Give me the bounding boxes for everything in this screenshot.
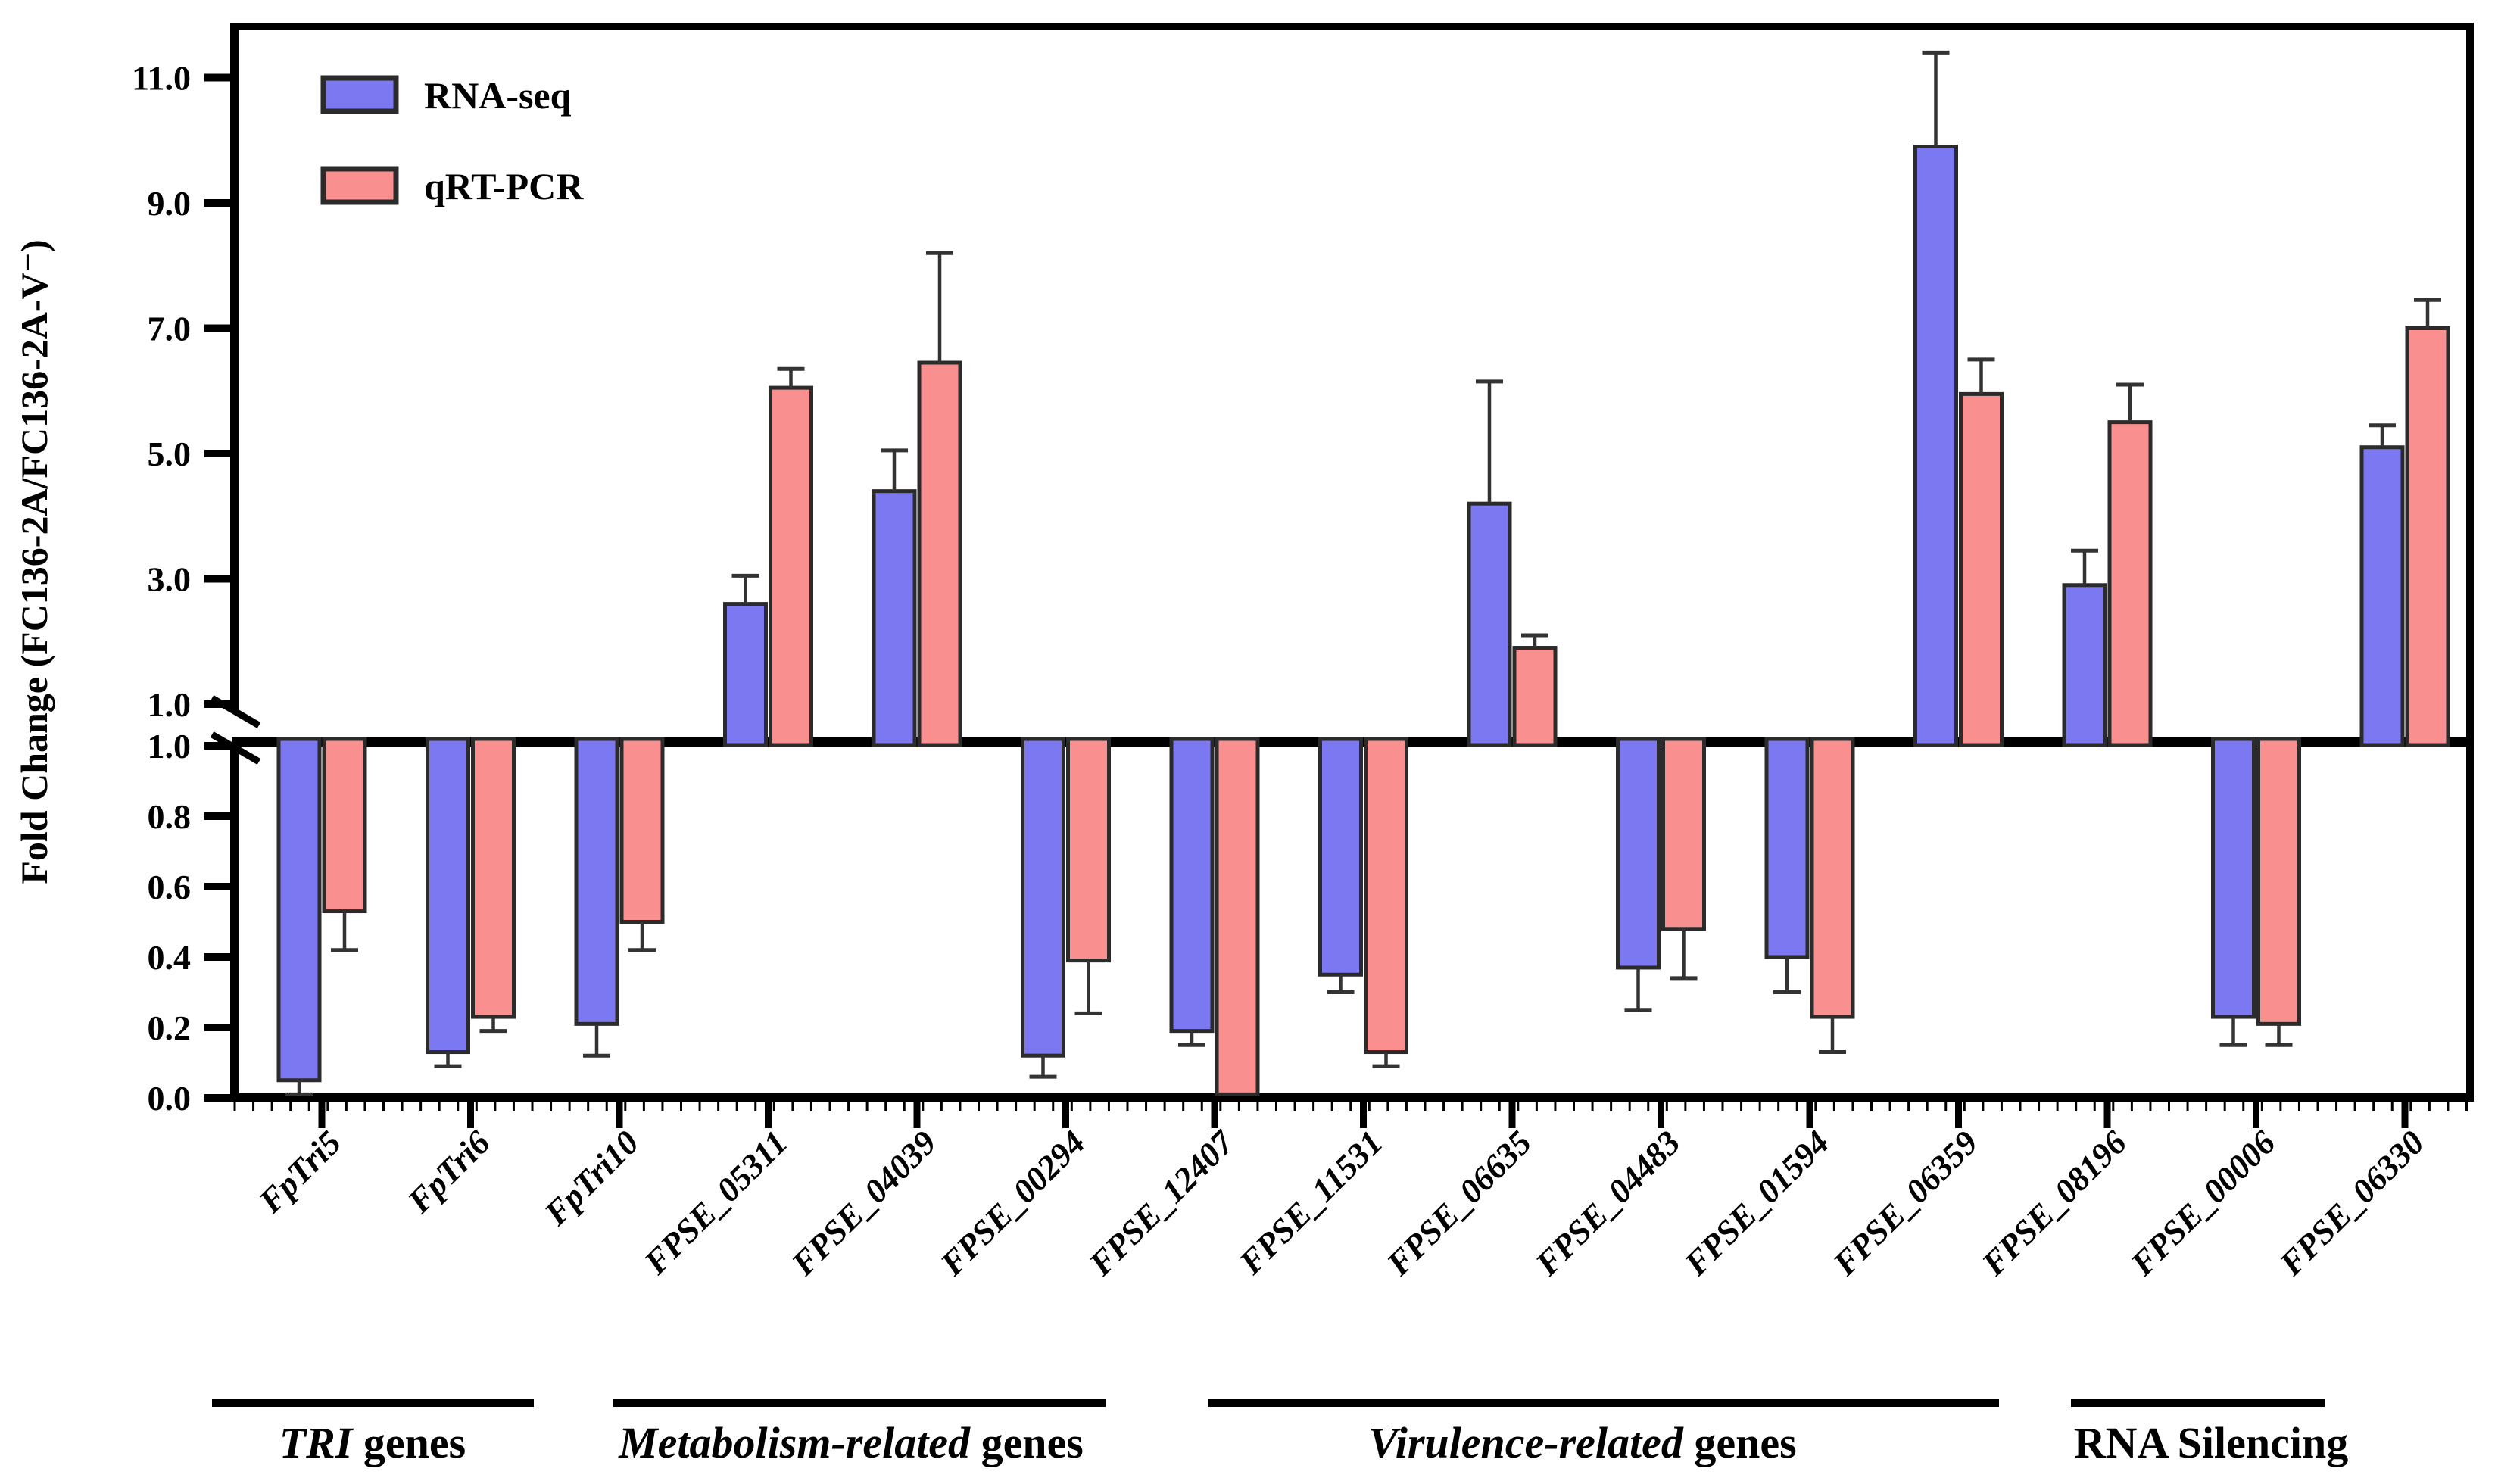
y-axis-tick-label: 7.0 [148,310,192,348]
bar-FpTri5-rna-seq [276,737,322,1083]
bar-FPSE_04039-qrt-pcr [917,360,962,747]
bar-FPSE_08196-rna-seq [2062,583,2107,747]
bar-FPSE_08196-qrt-pcr [2107,420,2153,747]
axis-break-slash-lower [210,731,261,765]
bar-FpTri10-qrt-pcr [619,737,665,924]
group-title: RNA Silencing [2074,1418,2349,1467]
bar-FPSE_06635-qrt-pcr [1512,646,1558,747]
y-axis-tick-label: 5.0 [148,435,192,473]
legend-swatch-rna-seq [320,75,399,114]
bar-FPSE_06330-qrt-pcr [2405,326,2450,747]
bar-FPSE_05311-qrt-pcr [769,385,813,747]
bar-FPSE_04039-rna-seq [872,489,917,747]
bar-FPSE_00006-qrt-pcr [2256,737,2301,1026]
bar-FPSE_05311-rna-seq [723,602,768,747]
bar-FPSE_06359-qrt-pcr [1959,391,2004,747]
bar-FPSE_06330-rna-seq [2359,445,2405,747]
legend-label-qRT-PCR: qRT-PCR [424,165,584,207]
bar-FPSE_11531-rna-seq [1318,737,1363,977]
bar-FPSE_04483-qrt-pcr [1661,737,1706,931]
group-title: Virulence-related genes [1368,1418,1796,1467]
y-axis-tick-label: 1.0 [148,727,192,765]
bar-FPSE_06635-rna-seq [1467,501,1512,747]
y-axis-tick-label: 0.6 [148,868,192,906]
bar-FpTri10-rna-seq [574,737,619,1026]
bar-FPSE_00294-rna-seq [1021,737,1065,1058]
group-title: Metabolism-related genes [618,1418,1084,1467]
bar-FPSE_06359-rna-seq [1913,145,1958,747]
bar-FPSE_01594-rna-seq [1764,737,1810,959]
bar-FPSE_12407-rna-seq [1169,737,1215,1034]
y-axis-title: Fold Change (FC136-2A/FC136-2A-V⁻) [13,239,55,884]
bar-FpTri6-qrt-pcr [471,737,516,1019]
y-axis-tick-label: 0.2 [148,1009,192,1047]
bar-FpTri6-rna-seq [426,737,470,1055]
bar-FPSE_12407-qrt-pcr [1215,737,1260,1096]
y-axis-tick-label: 0.4 [148,938,192,977]
legend-swatch-qrt-pcr [320,166,399,205]
y-axis-tick-label: 0.8 [148,797,192,836]
y-axis-tick-label: 3.0 [148,560,192,599]
y-axis-tick-label: 9.0 [148,184,192,223]
legend-label-RNA-seq: RNA-seq [424,74,572,117]
bar-FPSE_00294-qrt-pcr [1066,737,1111,963]
bar-FpTri5-qrt-pcr [322,737,367,914]
group-title: TRI genes [279,1418,466,1467]
bar-FPSE_01594-qrt-pcr [1810,737,1855,1019]
bar-FPSE_04483-rna-seq [1616,737,1661,970]
y-axis-tick-label: 1.0 [148,685,192,724]
bar-FPSE_00006-rna-seq [2211,737,2256,1019]
y-axis-tick-label: 11.0 [132,59,191,98]
bar-FPSE_11531-qrt-pcr [1364,737,1408,1055]
y-axis-tick-label: 0.0 [148,1079,192,1118]
